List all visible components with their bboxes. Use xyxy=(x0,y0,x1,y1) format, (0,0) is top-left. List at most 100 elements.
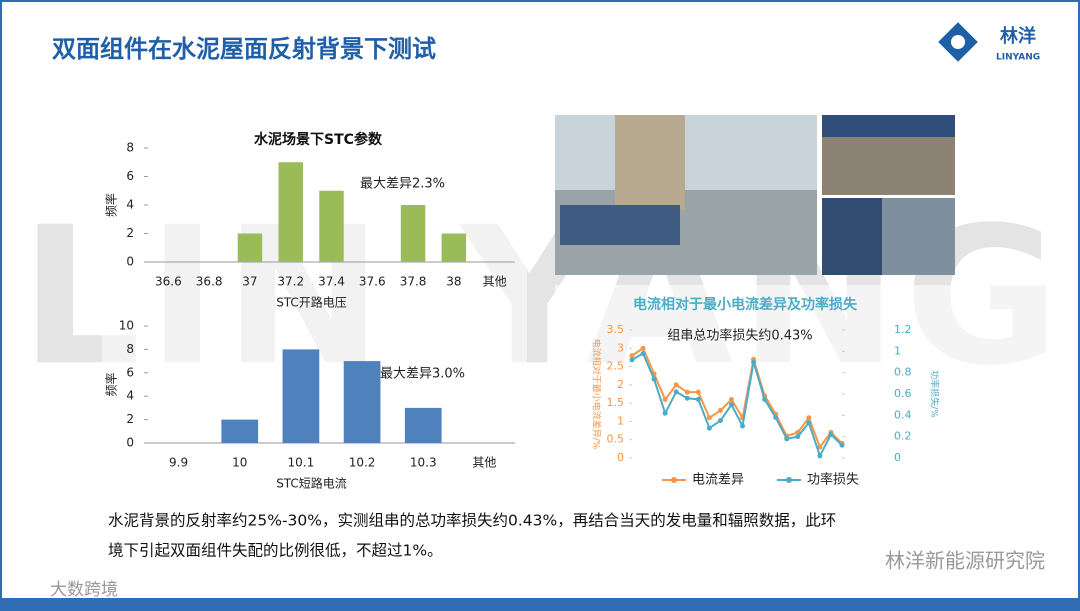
y2-tick-label: 0.2 xyxy=(894,430,912,443)
bar xyxy=(282,349,320,443)
y-tick-label: 2 xyxy=(126,412,134,426)
logo-dot xyxy=(951,35,965,49)
bar xyxy=(319,190,344,262)
x-tick-label: 其他 xyxy=(483,275,507,289)
legend-marker xyxy=(786,477,792,483)
point xyxy=(684,395,690,401)
x-tick-label: 37.2 xyxy=(277,275,304,289)
x-tick-label: 37.4 xyxy=(318,275,345,289)
y2-tick-label: 1.2 xyxy=(894,323,912,336)
point xyxy=(629,353,635,359)
y-axis-label: 频率 xyxy=(104,372,119,396)
y-tick-label: 3.5 xyxy=(607,323,625,336)
y-tick-label: 0.5 xyxy=(607,433,625,446)
point xyxy=(806,420,812,426)
x-axis-label: STC开路电压 xyxy=(276,295,347,310)
y-tick-label: 0 xyxy=(617,451,624,464)
photo-panels xyxy=(560,205,680,245)
x-tick-label: 10.2 xyxy=(349,456,376,470)
annotation: 最大差异3.0% xyxy=(380,367,465,382)
y-tick-label: 1.5 xyxy=(607,396,625,409)
y-tick-label: 8 xyxy=(126,141,134,155)
footer-left: 大数跨境 xyxy=(50,580,118,600)
point xyxy=(773,414,779,420)
bar xyxy=(404,407,442,443)
point xyxy=(717,407,723,413)
y-tick-label: 10 xyxy=(119,319,134,333)
series-line xyxy=(631,346,843,450)
x-tick-label: 37.6 xyxy=(359,275,386,289)
x-tick-label: 38 xyxy=(446,275,461,289)
chart-panel xyxy=(555,285,1055,490)
x-tick-label: 9.9 xyxy=(169,456,188,470)
point xyxy=(695,396,701,402)
point xyxy=(673,389,679,395)
point xyxy=(784,436,790,442)
point xyxy=(662,410,668,416)
point xyxy=(795,434,801,440)
y-axis-label: 频率 xyxy=(104,193,119,217)
y-tick-label: 2.5 xyxy=(607,360,625,373)
bar xyxy=(237,233,263,262)
y-tick-label: 6 xyxy=(126,169,134,183)
x-tick-label: 36.8 xyxy=(196,275,223,289)
x-tick-label: 37 xyxy=(242,275,257,289)
y-tick-label: 6 xyxy=(126,365,134,379)
point xyxy=(762,396,768,402)
y2-tick-label: 0.8 xyxy=(894,366,912,379)
point xyxy=(706,415,712,421)
legend-marker xyxy=(671,477,677,483)
point xyxy=(817,453,823,459)
bar xyxy=(221,419,259,443)
bar xyxy=(400,205,426,262)
x-tick-label: 37.8 xyxy=(400,275,427,289)
y-tick-label: 0 xyxy=(126,255,134,269)
point xyxy=(629,357,635,363)
point xyxy=(728,396,734,402)
point xyxy=(828,432,834,438)
legend-label: 电流差异 xyxy=(692,473,744,488)
y-tick-label: 3 xyxy=(617,341,624,354)
x-tick-label: 10.1 xyxy=(288,456,315,470)
annotation: 最大差异2.3% xyxy=(360,177,445,192)
point xyxy=(706,425,712,431)
series-line xyxy=(631,352,843,459)
photo-building xyxy=(615,115,685,210)
point xyxy=(740,423,746,429)
logo-en: LINYANG xyxy=(996,53,1040,63)
point xyxy=(806,415,812,421)
point xyxy=(817,444,823,450)
y-tick-label: 4 xyxy=(126,389,134,403)
body-text: 境下引起双面组件失配的比例很低，不超过1%。 xyxy=(108,541,443,560)
photo-panels xyxy=(822,198,882,275)
photo-panels xyxy=(822,115,955,137)
point xyxy=(751,359,757,365)
point xyxy=(695,389,701,395)
y-tick-label: 0 xyxy=(126,436,134,450)
point xyxy=(717,418,723,424)
x-tick-label: 36.6 xyxy=(155,275,182,289)
logo-cn: 林洋 xyxy=(1000,25,1036,47)
bar xyxy=(441,233,467,262)
point xyxy=(640,350,646,356)
bottom-bar xyxy=(0,598,1080,611)
y-tick-label: 4 xyxy=(126,198,134,212)
bar xyxy=(278,162,303,262)
y2-tick-label: 0.4 xyxy=(894,408,912,421)
photos xyxy=(555,115,955,275)
bar xyxy=(343,361,381,443)
y2-tick-label: 0.6 xyxy=(894,387,912,400)
y-tick-label: 1 xyxy=(617,414,624,427)
y2-axis-label: 功率损失/% xyxy=(929,370,941,418)
annotation: 组串总功率损失约0.43% xyxy=(667,328,812,344)
point xyxy=(728,402,734,408)
x-tick-label: 10.3 xyxy=(410,456,437,470)
point xyxy=(662,396,668,402)
y2-tick-label: 1 xyxy=(894,344,901,357)
footer-right: 林洋新能源研究院 xyxy=(885,549,1045,573)
logo: 林洋 LINYANG xyxy=(938,22,1040,63)
y-tick-label: 2 xyxy=(617,378,624,391)
body-text: 水泥背景的反射率约25%-30%，实测组串的总功率损失约0.43%，再结合当天的… xyxy=(108,512,836,530)
